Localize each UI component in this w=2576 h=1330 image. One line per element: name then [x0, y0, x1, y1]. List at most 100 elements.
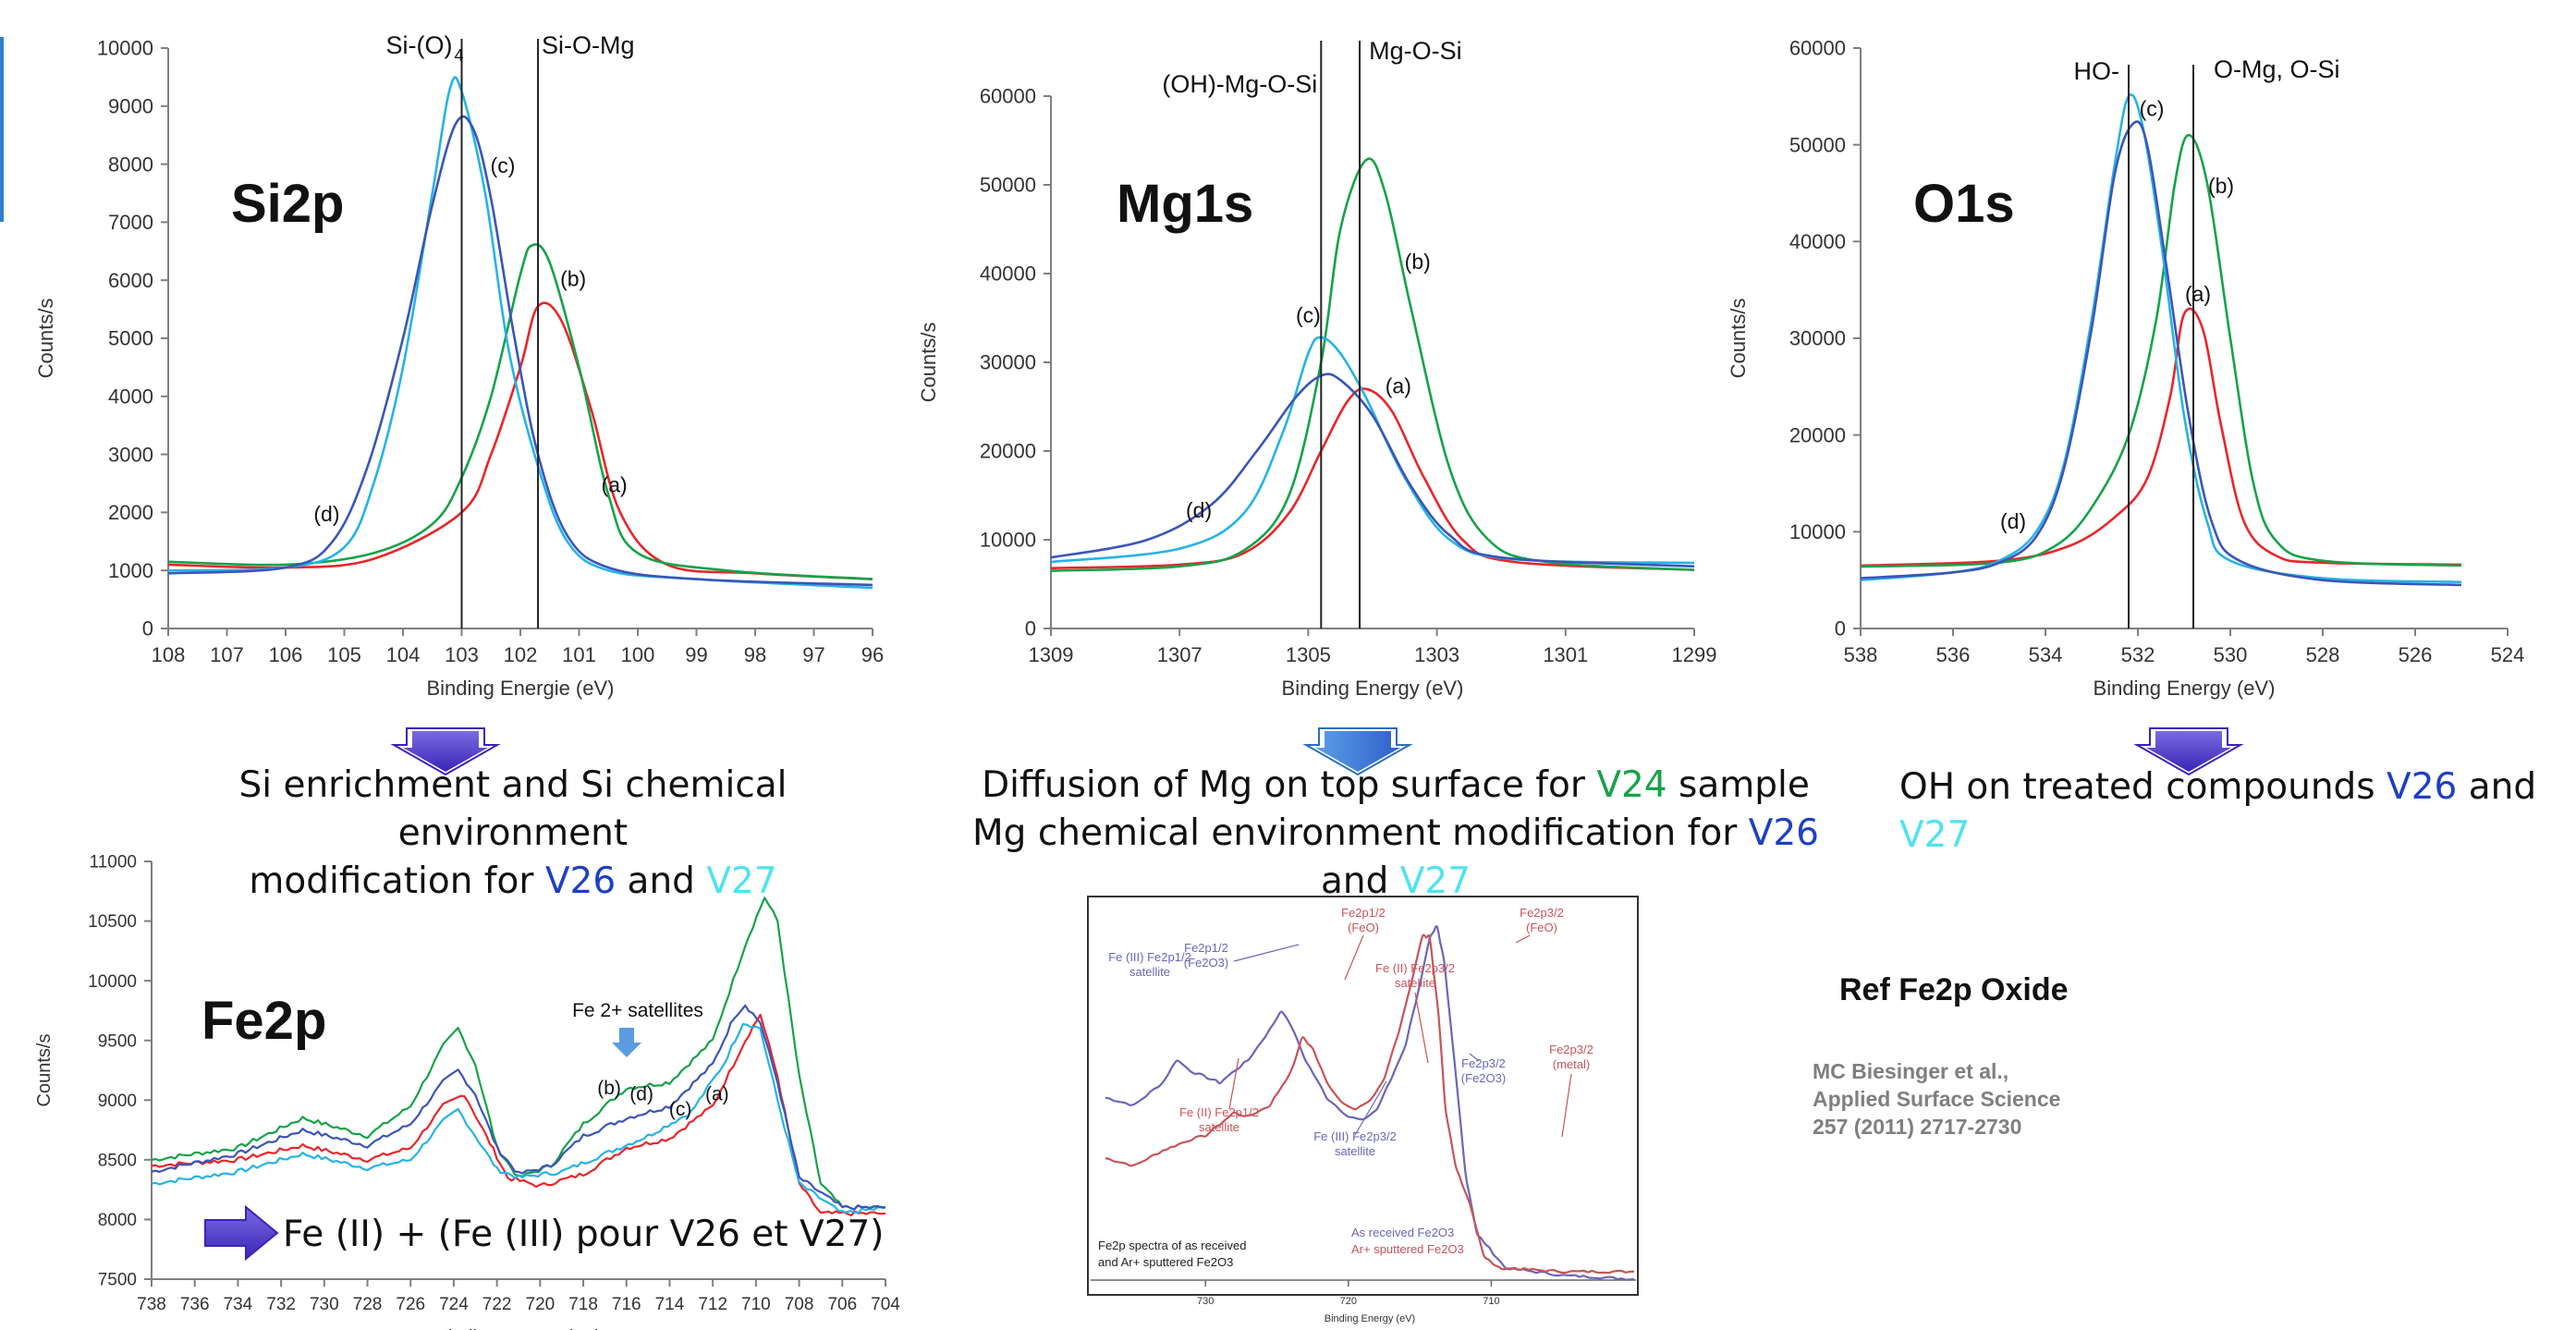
o1s-chart: 538 536 534 532 530 528 526 524 0 10000 20000 30000… [1727, 37, 2524, 700]
reference-caption: Fe2p spectra of as received [1098, 1238, 1246, 1252]
series-line [1105, 925, 1635, 1281]
series-label: (b) [560, 266, 586, 290]
v27-label: V27 [1399, 860, 1471, 902]
series-label: (d) [1186, 498, 1212, 522]
y-axis-title: Counts/s [917, 323, 940, 403]
reference-line-label-subscript: 4 [455, 46, 464, 65]
pointer-line [1233, 944, 1300, 962]
x-tick-label: 1299 [1672, 643, 1717, 666]
series-line [1105, 933, 1635, 1275]
mg1s-chart: 1309 1307 1305 1303 1301 1299 0 10000 20000 30000… [917, 37, 1716, 700]
x-axis-title: Binding Energy (eV) [2094, 677, 2276, 700]
mg-caption-line2: Mg chemical environment modification for… [943, 810, 1849, 906]
x-axis-title: Binding Energy (eV) [436, 1327, 602, 1330]
y-tick-label: 50000 [1789, 133, 1846, 156]
y-tick-label: 60000 [980, 85, 1036, 108]
reference-label: (Fe2O3) [1184, 956, 1228, 970]
x-tick-label: 107 [210, 643, 244, 666]
series-label: (c) [2140, 96, 2165, 120]
satellites-annotation: Fe 2+ satellites [572, 1000, 703, 1021]
y-tick-label: 8000 [98, 1211, 137, 1230]
satellite-arrow-icon [612, 1028, 641, 1057]
reference-label: (Fe2O3) [1461, 1071, 1506, 1085]
series-line-b [1050, 157, 1695, 572]
x-tick-label: 734 [224, 1295, 253, 1314]
series-line-c [167, 76, 873, 590]
series-label: (d) [2000, 509, 2026, 533]
series-line-b [1860, 133, 2462, 568]
right-arrow-icon [204, 1204, 279, 1262]
y-tick-label: 8500 [98, 1152, 137, 1171]
y-tick-label: 10000 [97, 37, 153, 60]
y-tick-label: 7500 [98, 1271, 137, 1290]
o-caption-text: OH on treated compounds [1899, 766, 2387, 808]
y-tick-label: 10500 [88, 912, 137, 932]
reference-label: Fe2p1/2 [1184, 941, 1228, 955]
y-tick-label: 10000 [1789, 520, 1846, 543]
y-tick-label: 0 [1835, 617, 1846, 641]
series-label: (c) [669, 1099, 692, 1120]
chart-title: Mg1s [1117, 174, 1253, 234]
x-tick-label: 534 [2029, 643, 2063, 666]
x-tick-label: 724 [439, 1295, 469, 1314]
series-line-b [151, 897, 885, 1211]
series-line-a [167, 301, 873, 580]
x-tick-label: 536 [1936, 643, 1971, 666]
x-tick-label: 720 [1340, 1296, 1357, 1307]
reference-line-label: Mg-O-Si [1369, 37, 1462, 65]
reference-label: Fe2p3/2 [1520, 906, 1564, 920]
series-line-a [1860, 307, 2462, 567]
mg-caption: Diffusion of Mg on top surface for V24 s… [943, 762, 1849, 906]
y-tick-label: 20000 [980, 440, 1036, 463]
x-tick-label: 524 [2491, 643, 2525, 666]
x-tick-label: 106 [269, 643, 303, 666]
y-tick-label: 10000 [980, 529, 1036, 552]
v26-label: V26 [544, 860, 617, 902]
reference-label: Fe (II) Fe2p1/2 [1179, 1105, 1259, 1119]
x-tick-label: 105 [327, 643, 361, 666]
y-tick-label: 9500 [98, 1031, 137, 1051]
down-arrow-icon [390, 727, 501, 776]
series-line-d [1860, 120, 2462, 587]
si2p-chart: 108 107 106 105 104 103 102 101 100 99 98 97 96 0 1000… [34, 31, 884, 700]
x-tick-label: 714 [655, 1295, 685, 1314]
mg-caption-text: Mg chemical environment modification for [972, 812, 1749, 854]
chart-title: Fe2p [201, 991, 326, 1051]
y-tick-label: 50000 [980, 174, 1036, 197]
v24-label: V24 [1596, 764, 1667, 806]
y-tick-label: 4000 [108, 385, 153, 409]
reference-label: (FeO) [1348, 921, 1379, 934]
y-axis-title: Counts/s [1727, 299, 1750, 379]
x-tick-label: 708 [785, 1295, 814, 1314]
x-tick-label: 100 [621, 643, 655, 666]
x-tick-label: 718 [568, 1295, 598, 1314]
pointer-line [1354, 1080, 1387, 1136]
reference-label: Fe2p3/2 [1461, 1056, 1506, 1070]
reference-label: satellite [1335, 1144, 1375, 1158]
chart-title: O1s [1913, 174, 2015, 234]
reference-label: satellite [1395, 976, 1435, 990]
y-tick-label: 3000 [108, 443, 153, 466]
series-line-c [1050, 336, 1695, 565]
y-tick-label: 40000 [980, 262, 1036, 286]
x-tick-label: 710 [1483, 1296, 1499, 1307]
reference-label: Fe2p1/2 [1341, 906, 1386, 920]
x-tick-label: 738 [137, 1295, 166, 1314]
x-tick-label: 101 [562, 643, 596, 666]
x-tick-label: 716 [612, 1295, 641, 1314]
mg-caption-line1: Diffusion of Mg on top surface for V24 s… [943, 762, 1849, 810]
x-tick-label: 532 [2121, 643, 2155, 666]
series-line-d [167, 115, 873, 587]
pointer-line [1561, 1073, 1572, 1138]
reference-legend: As received Fe2O3 [1351, 1226, 1454, 1239]
y-tick-label: 9000 [98, 1092, 137, 1111]
x-tick-label: 99 [685, 643, 707, 666]
y-axis-title: Counts/s [34, 299, 57, 379]
x-tick-label: 108 [152, 643, 186, 666]
reference-line-label: Si-O-Mg [542, 31, 635, 59]
x-tick-label: 710 [741, 1295, 771, 1314]
ref-journal: Applied Surface Science [1813, 1087, 2061, 1111]
y-tick-label: 5000 [108, 327, 153, 350]
series-label: (d) [313, 502, 339, 526]
